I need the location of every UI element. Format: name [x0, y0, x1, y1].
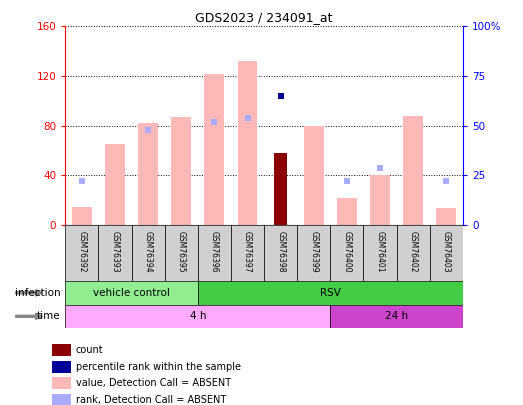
Bar [370, 175, 390, 225]
Text: GSM76392: GSM76392 [77, 231, 86, 273]
Text: percentile rank within the sample: percentile rank within the sample [76, 362, 241, 372]
Text: GSM76395: GSM76395 [177, 231, 186, 273]
Bar [172, 117, 191, 225]
Bar [237, 61, 257, 225]
Bar [304, 126, 324, 225]
Text: rank, Detection Call = ABSENT: rank, Detection Call = ABSENT [76, 395, 226, 405]
Bar [65, 305, 331, 328]
Bar [264, 225, 297, 281]
Text: GSM76393: GSM76393 [110, 231, 120, 273]
Text: GSM76401: GSM76401 [376, 231, 384, 273]
Text: 24 h: 24 h [385, 311, 408, 321]
Bar [331, 305, 463, 328]
Bar [363, 225, 396, 281]
Text: RSV: RSV [320, 288, 341, 298]
Text: count: count [76, 345, 104, 355]
Bar [231, 225, 264, 281]
Bar [337, 198, 357, 225]
Bar [165, 225, 198, 281]
Bar [275, 153, 287, 225]
Bar [132, 225, 165, 281]
Bar [331, 225, 363, 281]
Text: time: time [37, 311, 60, 321]
Text: GSM76394: GSM76394 [144, 231, 153, 273]
Bar [436, 208, 456, 225]
Bar [396, 225, 430, 281]
Text: GSM76400: GSM76400 [343, 231, 351, 273]
Bar [430, 225, 463, 281]
Text: vehicle control: vehicle control [93, 288, 170, 298]
Title: GDS2023 / 234091_at: GDS2023 / 234091_at [196, 11, 333, 24]
Bar [52, 394, 71, 405]
Bar [65, 225, 98, 281]
Text: GSM76397: GSM76397 [243, 231, 252, 273]
Text: GSM76398: GSM76398 [276, 231, 285, 273]
Text: infection: infection [15, 288, 60, 298]
Text: GSM76399: GSM76399 [309, 231, 319, 273]
Bar [65, 281, 198, 305]
Bar [198, 225, 231, 281]
Bar [52, 377, 71, 389]
Text: value, Detection Call = ABSENT: value, Detection Call = ABSENT [76, 378, 231, 388]
Bar [105, 145, 125, 225]
Bar [297, 225, 331, 281]
Text: GSM76402: GSM76402 [408, 231, 418, 273]
Text: 4 h: 4 h [190, 311, 206, 321]
Bar [52, 345, 71, 356]
Bar [138, 123, 158, 225]
Bar [204, 74, 224, 225]
Bar [98, 225, 132, 281]
Bar [72, 207, 92, 225]
Bar [52, 361, 71, 373]
Text: GSM76396: GSM76396 [210, 231, 219, 273]
Text: GSM76403: GSM76403 [442, 231, 451, 273]
Bar [403, 116, 423, 225]
Bar [198, 281, 463, 305]
